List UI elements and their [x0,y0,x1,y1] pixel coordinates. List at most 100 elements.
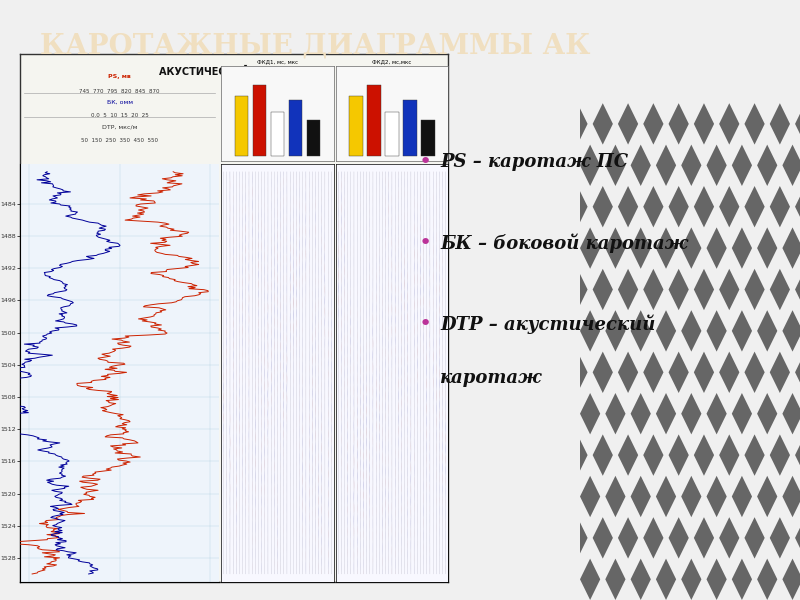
Polygon shape [782,393,800,434]
Polygon shape [694,352,714,393]
Polygon shape [669,186,689,227]
Polygon shape [643,434,663,476]
Polygon shape [732,145,752,186]
Text: 50  150  250  350  450  550: 50 150 250 350 450 550 [81,138,158,143]
Polygon shape [630,476,651,517]
Polygon shape [593,103,613,145]
Polygon shape [795,186,800,227]
Polygon shape [795,352,800,393]
Polygon shape [682,145,702,186]
Polygon shape [580,310,600,352]
Bar [350,95,363,156]
Polygon shape [732,559,752,600]
Polygon shape [593,269,613,310]
Polygon shape [618,352,638,393]
Polygon shape [732,476,752,517]
Polygon shape [745,269,765,310]
Polygon shape [682,393,702,434]
Polygon shape [757,310,778,352]
Polygon shape [757,559,778,600]
Polygon shape [694,517,714,559]
Polygon shape [706,145,726,186]
Polygon shape [669,103,689,145]
Polygon shape [706,227,726,269]
Polygon shape [706,310,726,352]
Text: •: • [418,152,432,172]
Polygon shape [770,517,790,559]
Polygon shape [656,393,676,434]
Bar [270,112,284,156]
Polygon shape [795,103,800,145]
Polygon shape [706,476,726,517]
Polygon shape [593,186,613,227]
Polygon shape [618,434,638,476]
Text: БК, омм: БК, омм [106,100,133,105]
Polygon shape [782,310,800,352]
Polygon shape [682,476,702,517]
Polygon shape [719,103,739,145]
Polygon shape [630,559,651,600]
Polygon shape [694,103,714,145]
Polygon shape [567,517,587,559]
Polygon shape [643,517,663,559]
Polygon shape [554,476,575,517]
Polygon shape [745,434,765,476]
Text: БК – боковой каротаж: БК – боковой каротаж [440,233,688,253]
Polygon shape [782,145,800,186]
Polygon shape [706,393,726,434]
Polygon shape [694,186,714,227]
Polygon shape [656,559,676,600]
Polygon shape [719,269,739,310]
Polygon shape [770,103,790,145]
Text: АКУСТИЧЕСКИЙ КАРОТАЖ: АКУСТИЧЕСКИЙ КАРОТАЖ [158,67,310,77]
Bar [306,120,320,156]
Polygon shape [567,434,587,476]
Text: •: • [418,233,432,253]
Polygon shape [630,145,651,186]
Polygon shape [643,352,663,393]
Polygon shape [719,434,739,476]
Text: PS – каротаж ПС: PS – каротаж ПС [440,153,628,171]
Polygon shape [694,434,714,476]
Bar [253,85,266,156]
Text: PS, мв: PS, мв [108,74,131,79]
Text: DTP – акустический: DTP – акустический [440,314,655,334]
Polygon shape [732,310,752,352]
Polygon shape [795,269,800,310]
Polygon shape [732,393,752,434]
Polygon shape [757,476,778,517]
Polygon shape [782,559,800,600]
Polygon shape [554,227,575,269]
Polygon shape [606,393,626,434]
Polygon shape [630,310,651,352]
Polygon shape [606,310,626,352]
Polygon shape [656,310,676,352]
Polygon shape [770,434,790,476]
Polygon shape [593,517,613,559]
Polygon shape [745,103,765,145]
Polygon shape [682,227,702,269]
Polygon shape [618,517,638,559]
Polygon shape [656,476,676,517]
Bar [235,95,248,156]
Polygon shape [682,310,702,352]
Polygon shape [606,476,626,517]
Polygon shape [656,145,676,186]
Polygon shape [656,227,676,269]
Polygon shape [757,393,778,434]
Polygon shape [795,434,800,476]
Polygon shape [580,145,600,186]
Polygon shape [618,269,638,310]
Polygon shape [770,352,790,393]
Polygon shape [643,269,663,310]
Bar [403,100,417,156]
Polygon shape [630,227,651,269]
Text: каротаж: каротаж [440,369,542,387]
Polygon shape [719,517,739,559]
Polygon shape [745,186,765,227]
Polygon shape [606,559,626,600]
Bar [367,85,381,156]
Text: 0.0  5  10  15  20  25: 0.0 5 10 15 20 25 [90,113,148,118]
Polygon shape [618,186,638,227]
Polygon shape [580,476,600,517]
